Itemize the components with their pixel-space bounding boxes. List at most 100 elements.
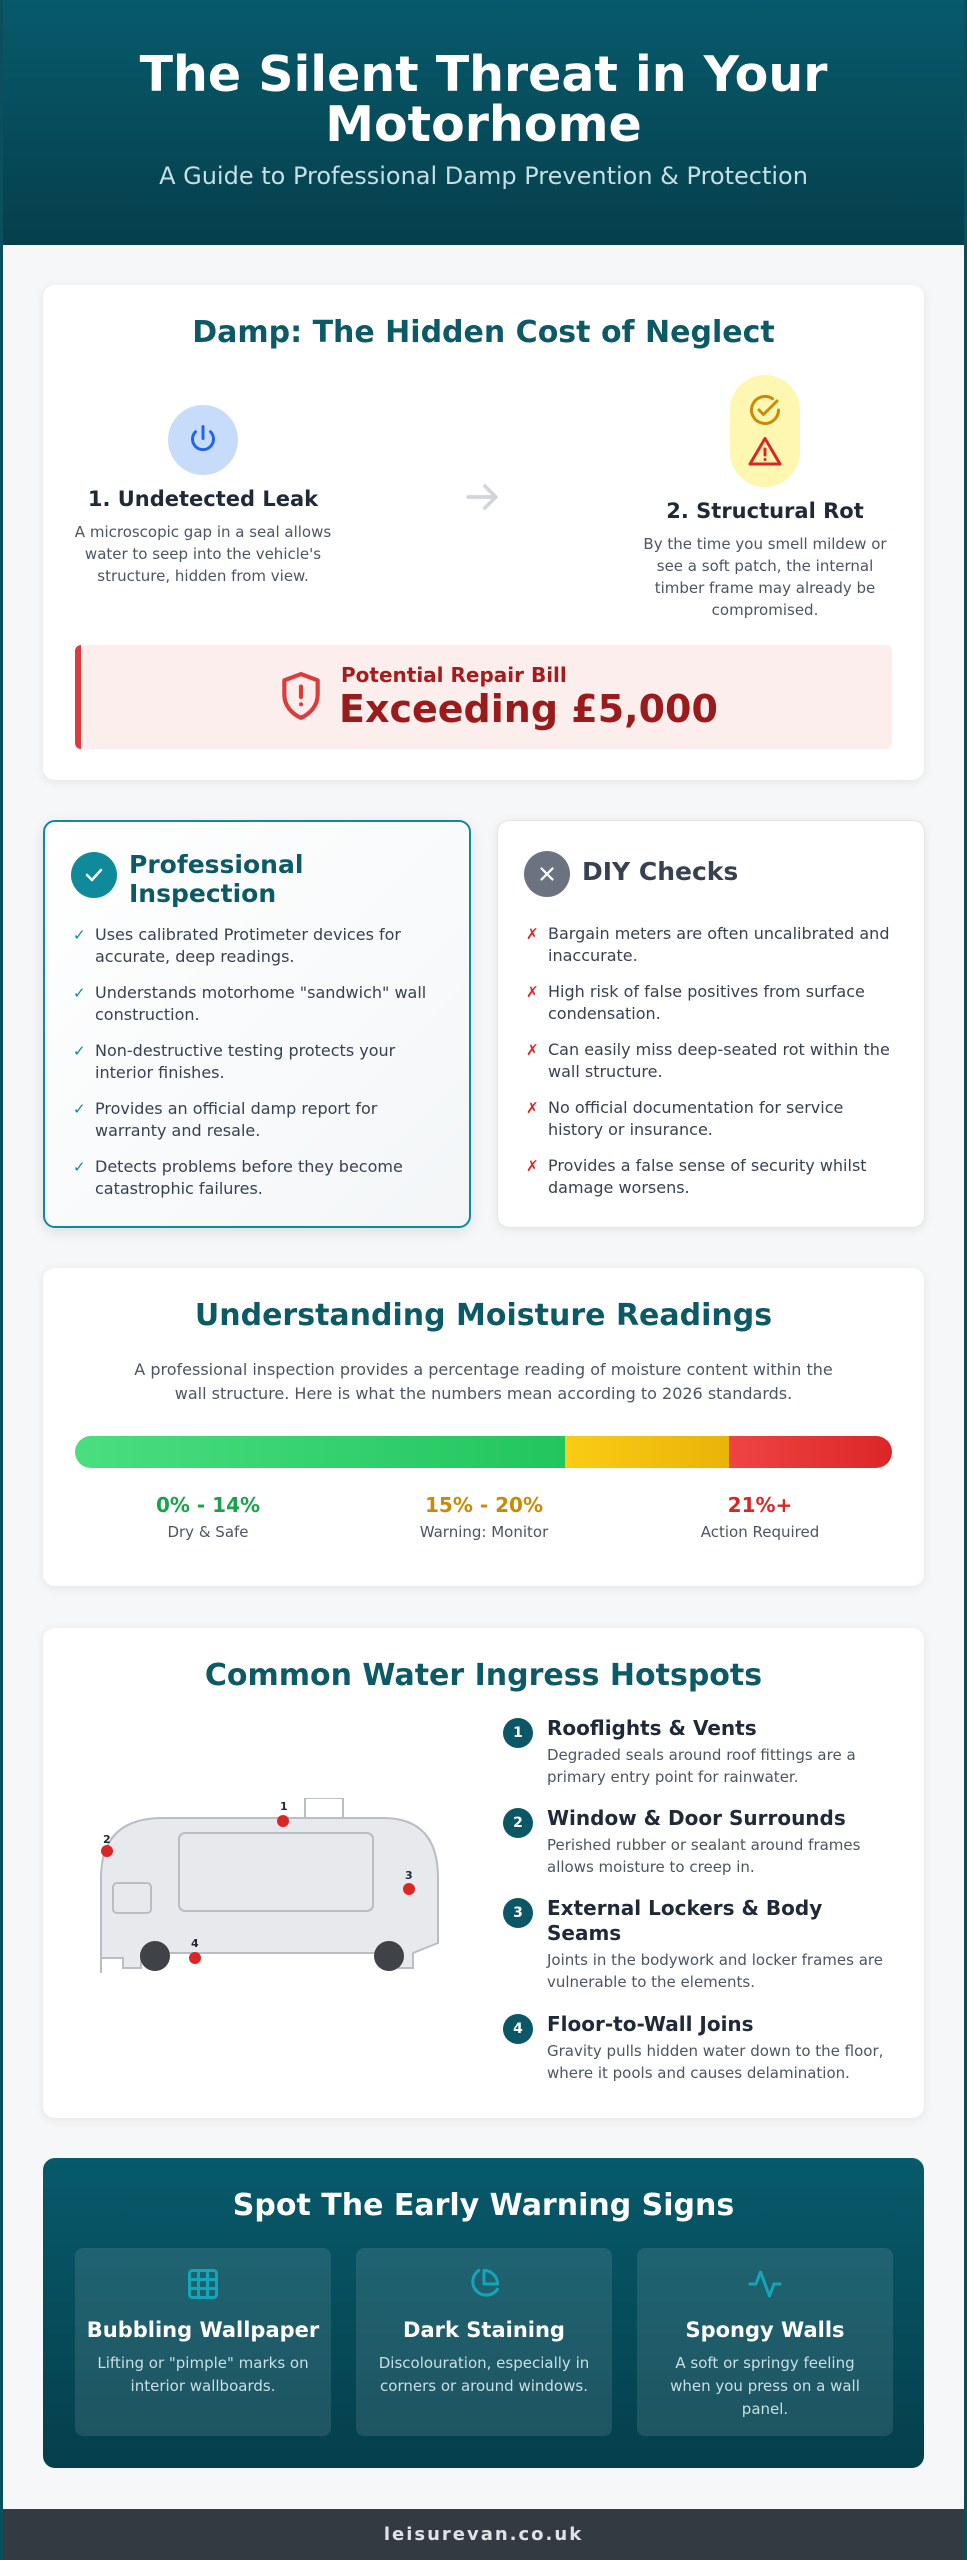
cross-icon: ✗ xyxy=(526,1099,539,1117)
list-item: ✗ Bargain meters are often uncalibrated a… xyxy=(526,924,890,965)
bill-label: Potential Repair Bill xyxy=(341,663,567,687)
list-item: ✓ Detects problems before they become cat… xyxy=(73,1157,403,1198)
moisture-intro: A professional inspection provides a per… xyxy=(134,1360,833,1403)
list-item: ✓ Uses calibrated Protimeter devices for … xyxy=(73,925,401,966)
check-warning-icon xyxy=(730,375,800,487)
hotspot-item: 1 Rooflights & Vents Degraded seals arou… xyxy=(503,1716,893,1788)
hotspot-item: 4 Floor-to-Wall Joins Gravity pulls hidd… xyxy=(503,2012,893,2084)
diy-list: ✗ Bargain meters are often uncalibrated a… xyxy=(524,923,902,1213)
hotspot-text: Gravity pulls hidden water down to the f… xyxy=(547,2042,884,2082)
list-item: ✓ Non-destructive testing protects your i… xyxy=(73,1041,396,1082)
diy-title: DIY Checks xyxy=(582,857,739,886)
motorhome-diagram: 1 2 3 4 xyxy=(83,1797,453,1992)
hotspot-title: External Lockers & Body Seams xyxy=(547,1896,823,1945)
warning-signs-section: Spot The Early Warning Signs Bubbling Wa… xyxy=(43,2158,924,2468)
footer: leisurevan.co.uk xyxy=(3,2509,964,2560)
range-label: Warning: Monitor xyxy=(419,1523,549,1541)
page-title: The Silent Threat in Your Motorhome xyxy=(139,46,828,153)
list-item: ✗ Can easily miss deep-seated rot within … xyxy=(526,1040,890,1081)
warning-title: Spongy Walls xyxy=(685,2318,845,2342)
step1-text: A microscopic gap in a seal allows water… xyxy=(74,523,332,585)
list-item: ✓ Understands motorhome "sandwich" wall c… xyxy=(73,983,427,1024)
check-icon: ✓ xyxy=(73,1158,86,1176)
hotspot-text: Joints in the bodywork and locker frames… xyxy=(547,1951,883,1991)
warning-title: Dark Staining xyxy=(403,2318,565,2342)
hotspots-card: Common Water Ingress Hotspots 1 2 xyxy=(43,1628,924,2118)
warning-text: Discolouration, especially in corners or… xyxy=(378,2354,590,2395)
hotspot-number: 1 xyxy=(503,1718,533,1748)
range-label: Action Required xyxy=(700,1523,820,1541)
bill-amount: Exceeding £5,000 xyxy=(339,687,718,731)
cross-icon: ✗ xyxy=(526,925,539,943)
neglect-card: Damp: The Hidden Cost of Neglect 1. Unde… xyxy=(43,285,924,780)
meter-segment-action xyxy=(728,1436,892,1468)
hotspot-number: 3 xyxy=(503,1898,533,1928)
range-dry: 0% - 14% Dry & Safe xyxy=(73,1493,343,1541)
step2-title: 2. Structural Rot xyxy=(666,499,864,523)
pie-chart-icon xyxy=(466,2266,502,2306)
svg-text:3: 3 xyxy=(405,1869,413,1882)
range-value: 0% - 14% xyxy=(155,1493,261,1517)
svg-text:2: 2 xyxy=(103,1833,111,1846)
svg-text:4: 4 xyxy=(191,1937,199,1950)
professional-title: Professional Inspection xyxy=(129,850,304,908)
step-structural-rot: 2. Structural Rot By the time you smell … xyxy=(635,375,895,621)
hotspot-title: Rooflights & Vents xyxy=(547,1716,757,1740)
hotspot-item: 3 External Lockers & Body Seams Joints i… xyxy=(503,1896,893,1993)
list-item: ✗ High risk of false positives from surfa… xyxy=(526,982,865,1023)
hero-header: The Silent Threat in Your Motorhome A Gu… xyxy=(3,0,964,245)
diy-card: DIY Checks ✗ Bargain meters are often unc… xyxy=(497,820,925,1228)
hotspot-title: Window & Door Surrounds xyxy=(547,1806,846,1830)
list-item: ✗ Provides a false sense of security whil… xyxy=(526,1156,867,1197)
moisture-card: Understanding Moisture Readings A profes… xyxy=(43,1268,924,1586)
check-icon: ✓ xyxy=(73,984,86,1002)
range-value: 21%+ xyxy=(727,1493,793,1517)
step-undetected-leak: 1. Undetected Leak A microscopic gap in … xyxy=(73,405,333,587)
page-subtitle: A Guide to Professional Damp Prevention … xyxy=(159,162,808,190)
hotspot-title: Floor-to-Wall Joins xyxy=(547,2012,754,2036)
repair-bill-banner: Potential Repair Bill Exceeding £5,000 xyxy=(75,645,892,749)
warnings-title: Spot The Early Warning Signs xyxy=(232,2188,735,2223)
hotspot-text: Perished rubber or sealant around frames… xyxy=(547,1836,861,1876)
power-drop-icon xyxy=(168,405,238,475)
page: The Silent Threat in Your Motorhome A Gu… xyxy=(3,0,964,2560)
check-icon: ✓ xyxy=(73,926,86,944)
shield-alert-icon xyxy=(276,669,326,729)
hotspot-marker-2: 2 xyxy=(101,1833,113,1857)
meter-segment-warning xyxy=(565,1436,729,1468)
range-action: 21%+ Action Required xyxy=(625,1493,895,1541)
warning-title: Bubbling Wallpaper xyxy=(86,2318,320,2342)
cross-icon: ✗ xyxy=(526,1157,539,1175)
step2-text: By the time you smell mildew or see a so… xyxy=(643,535,887,619)
hotspots-title: Common Water Ingress Hotspots xyxy=(204,1658,763,1693)
grid-icon xyxy=(185,2266,221,2306)
x-circle-icon xyxy=(524,851,570,897)
check-icon: ✓ xyxy=(73,1100,86,1118)
arrow-right-icon xyxy=(461,475,505,523)
check-icon: ✓ xyxy=(73,1042,86,1060)
warning-card: Bubbling Wallpaper Lifting or "pimple" m… xyxy=(75,2248,331,2436)
meter-segment-dry xyxy=(75,1436,566,1468)
range-label: Dry & Safe xyxy=(167,1523,249,1541)
list-item: ✓ Provides an official damp report for wa… xyxy=(73,1099,378,1140)
hotspot-marker-4: 4 xyxy=(189,1937,201,1964)
hotspot-number: 2 xyxy=(503,1808,533,1838)
moisture-title: Understanding Moisture Readings xyxy=(194,1298,773,1333)
footer-link[interactable]: leisurevan.co.uk xyxy=(383,2524,584,2545)
activity-icon xyxy=(747,2266,783,2306)
step1-title: 1. Undetected Leak xyxy=(87,487,319,511)
hotspot-marker-3: 3 xyxy=(403,1869,415,1895)
range-value: 15% - 20% xyxy=(425,1493,543,1517)
cross-icon: ✗ xyxy=(526,1041,539,1059)
warning-text: Lifting or "pimple" marks on interior wa… xyxy=(97,2354,309,2395)
range-warning: 15% - 20% Warning: Monitor xyxy=(349,1493,619,1541)
warning-text: A soft or springy feeling when you press… xyxy=(670,2354,860,2418)
professional-card: Professional Inspection ✓ Uses calibrated… xyxy=(43,820,471,1228)
hotspot-text: Degraded seals around roof fittings are … xyxy=(547,1746,856,1786)
professional-list: ✓ Uses calibrated Protimeter devices for … xyxy=(71,924,447,1214)
list-item: ✗ No official documentation for service h… xyxy=(526,1098,844,1139)
warning-card: Dark Staining Discolouration, especially… xyxy=(356,2248,612,2436)
svg-text:1: 1 xyxy=(280,1800,288,1813)
hotspot-number: 4 xyxy=(503,2014,533,2044)
moisture-meter xyxy=(75,1436,892,1468)
